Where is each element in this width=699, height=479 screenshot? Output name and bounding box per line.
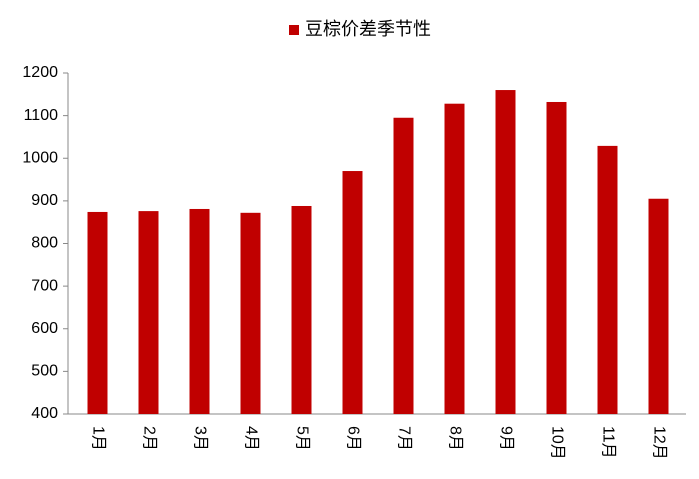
bar bbox=[342, 171, 363, 414]
x-tick-label: 1月 bbox=[89, 426, 106, 451]
bar bbox=[648, 198, 669, 414]
y-tick-label: 700 bbox=[31, 277, 58, 294]
x-tick-label: 12月 bbox=[650, 426, 667, 460]
bar bbox=[444, 103, 465, 414]
bar bbox=[597, 145, 618, 415]
x-tick-label: 8月 bbox=[446, 426, 463, 451]
x-tick-label: 3月 bbox=[191, 426, 208, 451]
y-tick-label: 1000 bbox=[22, 149, 58, 166]
x-tick-label: 10月 bbox=[548, 426, 565, 460]
y-tick-label: 1200 bbox=[22, 64, 58, 81]
bar bbox=[393, 117, 414, 414]
y-tick-label: 600 bbox=[31, 320, 58, 337]
x-tick-label: 4月 bbox=[242, 426, 259, 451]
x-tick-label: 11月 bbox=[599, 426, 616, 459]
bar bbox=[546, 101, 567, 415]
x-tick-label: 6月 bbox=[344, 426, 361, 451]
bar bbox=[495, 90, 516, 415]
x-tick-label: 5月 bbox=[293, 426, 310, 451]
bar bbox=[87, 211, 108, 414]
y-tick-label: 1100 bbox=[24, 107, 59, 124]
bar bbox=[138, 211, 159, 414]
bar bbox=[189, 208, 210, 414]
y-tick-label: 500 bbox=[31, 363, 58, 380]
bar bbox=[291, 205, 312, 414]
legend-label: 豆棕价差季节性 bbox=[305, 19, 431, 39]
y-tick-label: 400 bbox=[31, 405, 58, 422]
bar bbox=[240, 212, 261, 414]
x-tick-label: 7月 bbox=[395, 426, 412, 451]
y-tick-label: 900 bbox=[31, 192, 58, 209]
y-tick-label: 800 bbox=[31, 235, 58, 252]
x-tick-label: 9月 bbox=[497, 426, 514, 451]
legend-swatch bbox=[289, 25, 299, 35]
x-tick-label: 2月 bbox=[140, 426, 157, 451]
